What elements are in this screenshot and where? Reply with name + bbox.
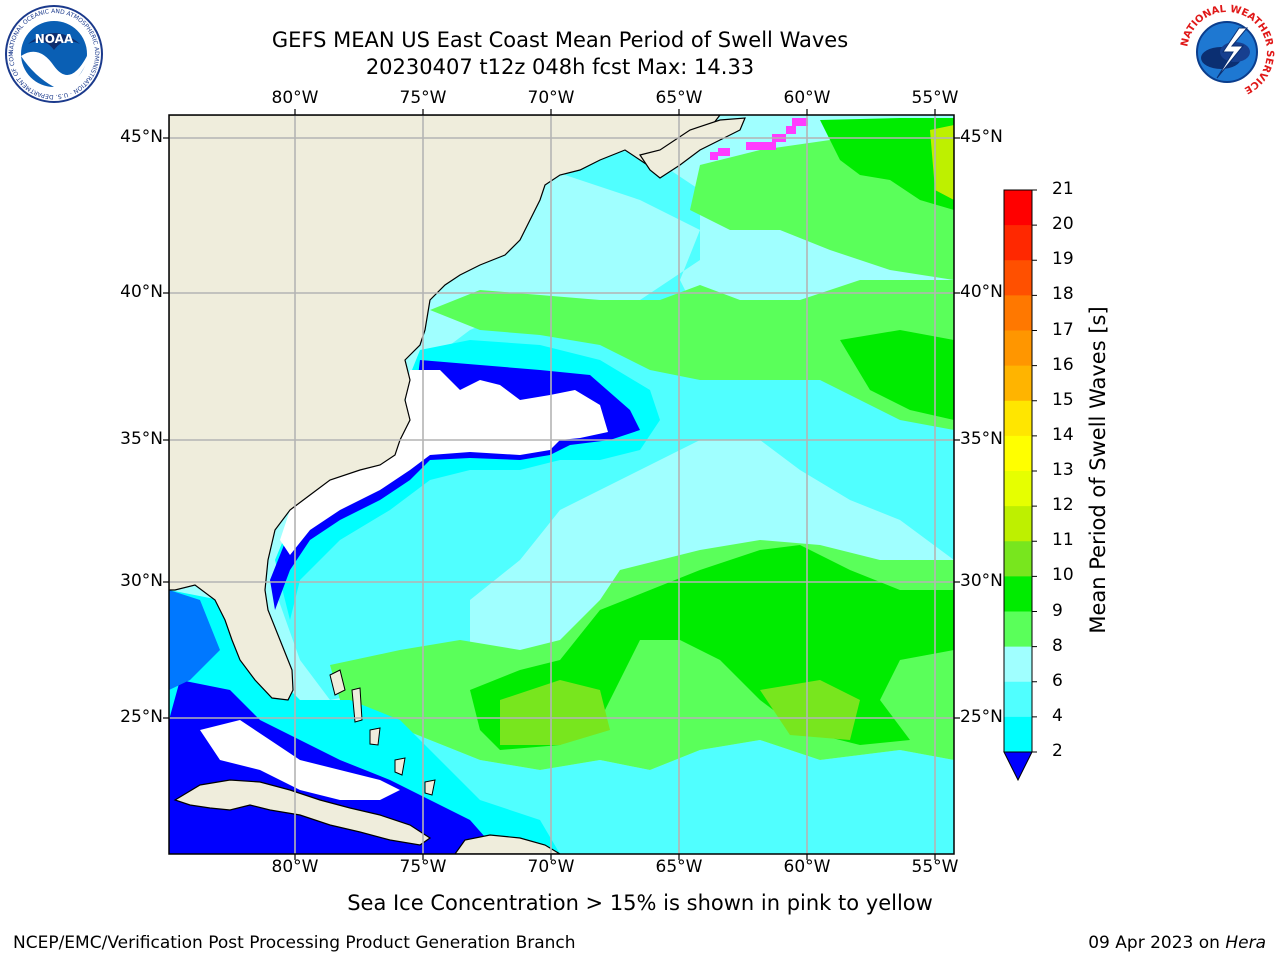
colorbar-extend-arrow [1003, 751, 1033, 782]
colorbar-tick-label-20: 20 [1052, 214, 1074, 235]
colorbar-tick-label-4: 4 [1052, 705, 1063, 726]
map-ticks [163, 109, 960, 860]
colorbar-tick-label-21: 21 [1052, 179, 1074, 199]
lon-label-bottom-60w: 60°W [783, 857, 831, 877]
colorbar-segment-6-8 [1004, 646, 1032, 683]
colorbar [1003, 189, 1037, 782]
lat-label-left-35n: 35°N [120, 429, 163, 449]
colorbar-tick-label-12: 12 [1052, 495, 1074, 516]
lat-label-left-40n: 40°N [120, 282, 163, 302]
sea-ice-caption: Sea Ice Concentration > 15% is shown in … [347, 891, 933, 915]
land-cuba [173, 779, 432, 846]
lon-label-top-55w: 55°W [911, 88, 959, 108]
map-grid [169, 115, 954, 854]
lon-label-bottom-80w: 80°W [271, 857, 319, 877]
noaa-logo-text: NOAA [35, 32, 74, 46]
swell-zone-10-11-mid [840, 330, 954, 420]
colorbar-segment-13-14 [1004, 435, 1032, 472]
lon-label-bottom-70w: 70°W [527, 857, 575, 877]
map-title: GEFS MEAN US East Coast Mean Period of S… [271, 28, 849, 52]
footer-machine: Hera [1225, 933, 1266, 953]
colorbar-segment-14-15 [1004, 400, 1032, 437]
swell-zone-gulf-deep [169, 590, 220, 690]
lon-label-bottom-75w: 75°W [399, 857, 447, 877]
colorbar-tick-label-2: 2 [1052, 741, 1063, 761]
land-bahamas [329, 669, 436, 796]
colorbar-segment-2-4 [1004, 716, 1032, 753]
colorbar-segment-4-6 [1004, 681, 1032, 718]
lat-label-left-45n: 45°N [120, 127, 163, 147]
lat-label-right-35n: 35°N [960, 429, 1003, 449]
colorbar-segment-16-17 [1004, 330, 1032, 367]
lat-label-right-45n: 45°N [960, 127, 1003, 147]
colorbar-segment-9-10 [1004, 576, 1032, 612]
colorbar-tick-label-17: 17 [1052, 319, 1074, 340]
colorbar-tick-label-16: 16 [1052, 354, 1074, 375]
colorbar-tick-label-9: 9 [1052, 600, 1063, 621]
colorbar-segment-10-11 [1004, 541, 1032, 577]
swell-zone-9-10-north [430, 280, 954, 430]
colorbar-segment-20-21 [1004, 190, 1032, 226]
footer-date: 09 Apr 2023 on Hera [1088, 933, 1266, 953]
colorbar-tick-label-13: 13 [1052, 460, 1074, 480]
land-nova-scotia [639, 117, 746, 179]
swell-zone-calm [280, 370, 608, 555]
land-hispaniola [454, 834, 562, 854]
colorbar-segment-8-9 [1004, 611, 1032, 648]
swell-zone-caribbean-calm [200, 720, 400, 800]
lat-label-left-30n: 30°N [120, 571, 163, 591]
lon-label-top-70w: 70°W [527, 88, 575, 108]
lon-label-top-65w: 65°W [655, 88, 703, 108]
lat-label-left-25n: 25°N [120, 707, 163, 727]
colorbar-tick-label-14: 14 [1052, 424, 1074, 445]
colorbar-tick-label-8: 8 [1052, 635, 1063, 656]
colorbar-segment-15-16 [1004, 365, 1032, 402]
footer-date-text: 09 Apr 2023 on [1088, 933, 1226, 953]
colorbar-tick-label-15: 15 [1052, 389, 1074, 410]
noaa-logo: NATIONAL OCEANIC AND ATMOSPHERIC ADMINIS… [4, 4, 103, 103]
swell-zone-11-12-patch [500, 680, 610, 745]
colorbar-segment-18-19 [1004, 260, 1032, 296]
footer-credit: NCEP/EMC/Verification Post Processing Pr… [13, 933, 576, 953]
colorbar-segment-19-20 [1004, 225, 1032, 261]
lon-label-top-75w: 75°W [399, 88, 447, 108]
lat-label-right-40n: 40°N [960, 282, 1003, 302]
colorbar-segment-17-18 [1004, 295, 1032, 331]
lon-label-bottom-55w: 55°W [911, 857, 959, 877]
lon-label-top-80w: 80°W [271, 88, 319, 108]
swell-zone-11-12-patch-2 [760, 680, 860, 740]
land-north-america [169, 115, 721, 701]
colorbar-segment-12-13 [1004, 471, 1032, 507]
map-frame [168, 114, 955, 855]
colorbar-tick-label-19: 19 [1052, 249, 1074, 270]
colorbar-tick-label-18: 18 [1052, 284, 1074, 305]
map-subtitle: 20230407 t12z 048h fcst Max: 14.33 [365, 55, 755, 79]
lat-label-right-25n: 25°N [960, 707, 1003, 727]
lat-label-right-30n: 30°N [960, 571, 1003, 591]
colorbar-title: Mean Period of Swell Waves [s] [1086, 306, 1110, 634]
lon-label-top-60w: 60°W [783, 88, 831, 108]
colorbar-tick-label-11: 11 [1052, 530, 1074, 551]
colorbar-tick-label-10: 10 [1052, 565, 1074, 586]
lon-label-bottom-65w: 65°W [655, 857, 703, 877]
nws-logo: NATIONAL WEATHER SERVICE [1179, 4, 1275, 100]
swell-zone-caribbean-2-4 [169, 680, 500, 854]
colorbar-segment-11-12 [1004, 506, 1032, 542]
colorbar-tick-label-6: 6 [1052, 670, 1063, 691]
swell-zone-12-13-patch [930, 125, 954, 200]
swell-zone-10-11-ne [820, 118, 954, 210]
